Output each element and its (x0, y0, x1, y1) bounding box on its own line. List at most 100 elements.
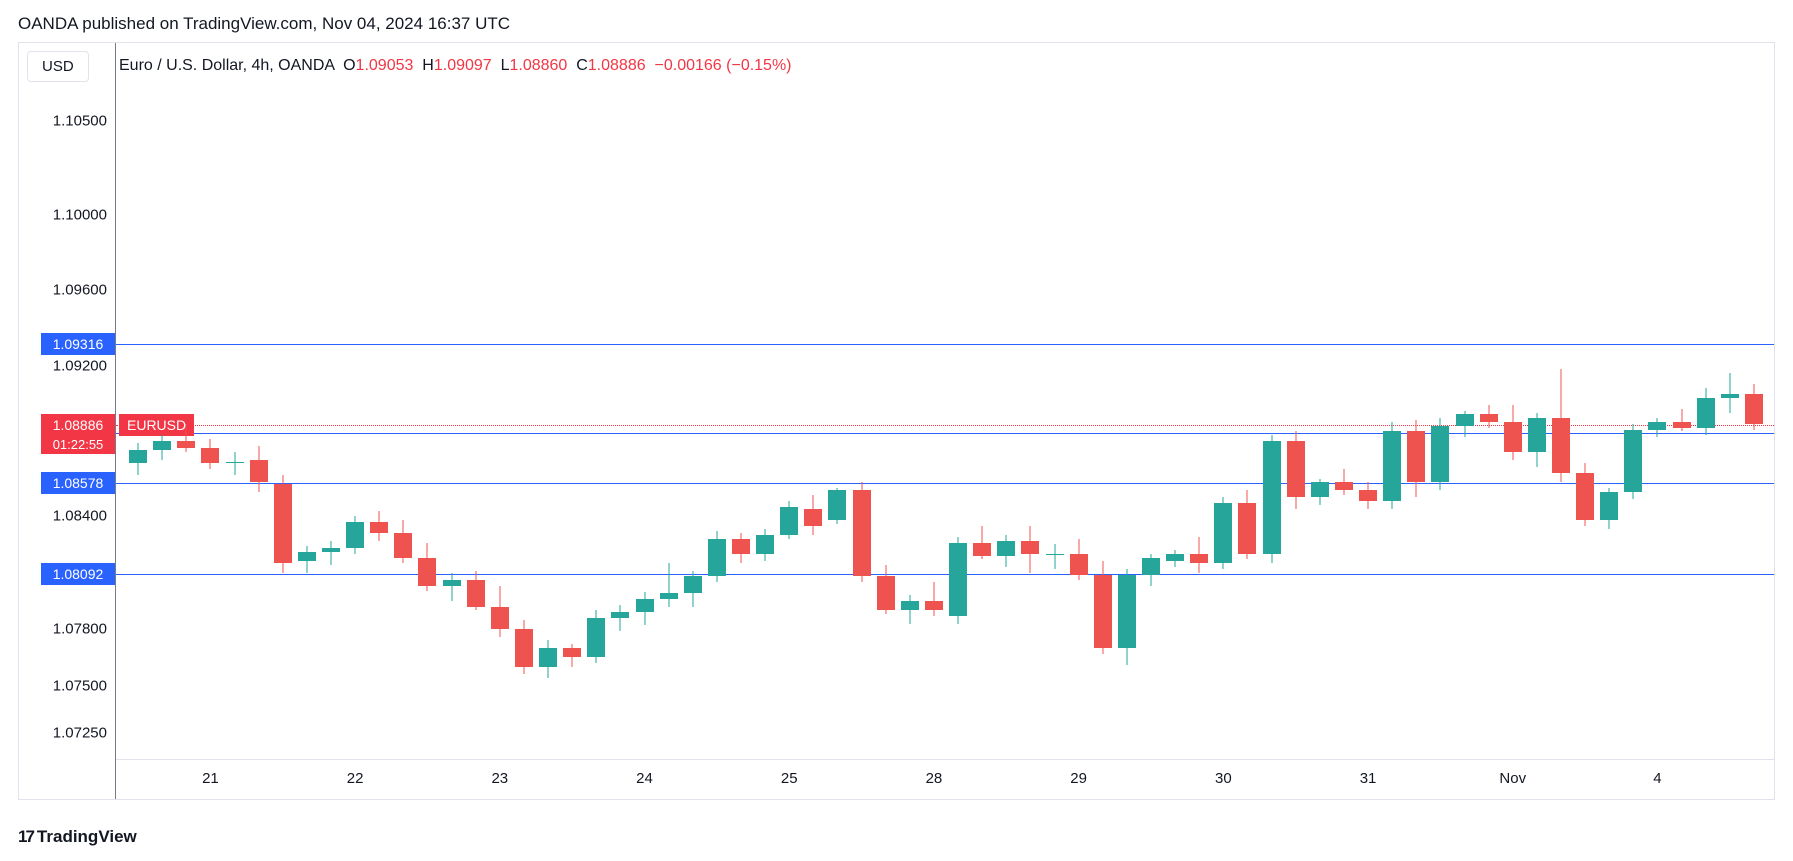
candle (1190, 43, 1208, 759)
current-price-tag: 1.08886 (41, 414, 115, 436)
y-tick-label: 1.09600 (53, 282, 107, 299)
candle (1118, 43, 1136, 759)
x-tick-label: Nov (1499, 770, 1526, 787)
candle (201, 43, 219, 759)
y-tick-label: 1.07800 (53, 621, 107, 638)
candle (1335, 43, 1353, 759)
x-tick-label: 31 (1360, 770, 1377, 787)
candle (1407, 43, 1425, 759)
x-axis[interactable]: 212223242528293031Nov4 (116, 759, 1774, 799)
candle (129, 43, 147, 759)
candle (925, 43, 943, 759)
candle (274, 43, 292, 759)
tradingview-logo[interactable]: 17TradingView (18, 827, 137, 847)
candle (394, 43, 412, 759)
candle (1311, 43, 1329, 759)
price-tag: 1.08092 (41, 563, 115, 585)
candle (877, 43, 895, 759)
y-tick-label: 1.07250 (53, 724, 107, 741)
x-tick-label: 4 (1653, 770, 1661, 787)
candle (1431, 43, 1449, 759)
x-tick-label: 25 (781, 770, 798, 787)
candle (1576, 43, 1594, 759)
candle (1600, 43, 1618, 759)
candle (1648, 43, 1666, 759)
x-tick-label: 24 (636, 770, 653, 787)
x-tick-label: 21 (202, 770, 219, 787)
candle (1359, 43, 1377, 759)
horizontal-line (116, 433, 1774, 434)
candle (1697, 43, 1715, 759)
candle (491, 43, 509, 759)
y-tick-label: 1.10500 (53, 112, 107, 129)
candle (1214, 43, 1232, 759)
candle (1263, 43, 1281, 759)
candle (1721, 43, 1739, 759)
candle (1094, 43, 1112, 759)
candle (1238, 43, 1256, 759)
candle (853, 43, 871, 759)
candle (997, 43, 1015, 759)
candle (684, 43, 702, 759)
y-tick-label: 1.08400 (53, 508, 107, 525)
candle (780, 43, 798, 759)
price-tag: 1.08578 (41, 472, 115, 494)
candle (1624, 43, 1642, 759)
tradingview-logo-icon: 17 (18, 827, 33, 846)
x-tick-label: 28 (926, 770, 943, 787)
current-price-line (116, 425, 1774, 426)
y-axis[interactable]: 1.07250 1.07500 1.07800 1.08400 1.09200 1.096… (19, 43, 116, 799)
horizontal-line (116, 483, 1774, 484)
candle (732, 43, 750, 759)
candle (563, 43, 581, 759)
x-tick-label: 23 (491, 770, 508, 787)
candle (973, 43, 991, 759)
price-tag: 1.09316 (41, 333, 115, 355)
horizontal-line (116, 574, 1774, 575)
y-tick-label: 1.09200 (53, 357, 107, 374)
candle (1504, 43, 1522, 759)
candle (322, 43, 340, 759)
candle (708, 43, 726, 759)
tradingview-logo-text: TradingView (37, 827, 137, 846)
y-tick-label: 1.07500 (53, 677, 107, 694)
horizontal-line (116, 344, 1774, 345)
x-tick-label: 29 (1070, 770, 1087, 787)
candle (467, 43, 485, 759)
countdown-tag: 01:22:55 (41, 436, 115, 454)
candle (901, 43, 919, 759)
candle (1456, 43, 1474, 759)
plot-area[interactable]: EURUSD (116, 43, 1774, 759)
candle (1673, 43, 1691, 759)
candle (1552, 43, 1570, 759)
candle (636, 43, 654, 759)
candle (346, 43, 364, 759)
candle (1287, 43, 1305, 759)
candle (756, 43, 774, 759)
candle (828, 43, 846, 759)
candle (949, 43, 967, 759)
candle (1070, 43, 1088, 759)
candle (1166, 43, 1184, 759)
candle (1046, 43, 1064, 759)
candle (418, 43, 436, 759)
candle (587, 43, 605, 759)
candle (515, 43, 533, 759)
candle (370, 43, 388, 759)
y-tick-label: 1.10000 (53, 206, 107, 223)
candle (250, 43, 268, 759)
candle (539, 43, 557, 759)
candle (804, 43, 822, 759)
candle (298, 43, 316, 759)
candle (177, 43, 195, 759)
candle (153, 43, 171, 759)
candle (1480, 43, 1498, 759)
candle (660, 43, 678, 759)
candle (611, 43, 629, 759)
candle (1745, 43, 1763, 759)
candle (1021, 43, 1039, 759)
candle (443, 43, 461, 759)
candle (1528, 43, 1546, 759)
candle (1383, 43, 1401, 759)
chart-container: USD Euro / U.S. Dollar, 4h, OANDA O1.090… (18, 42, 1775, 800)
